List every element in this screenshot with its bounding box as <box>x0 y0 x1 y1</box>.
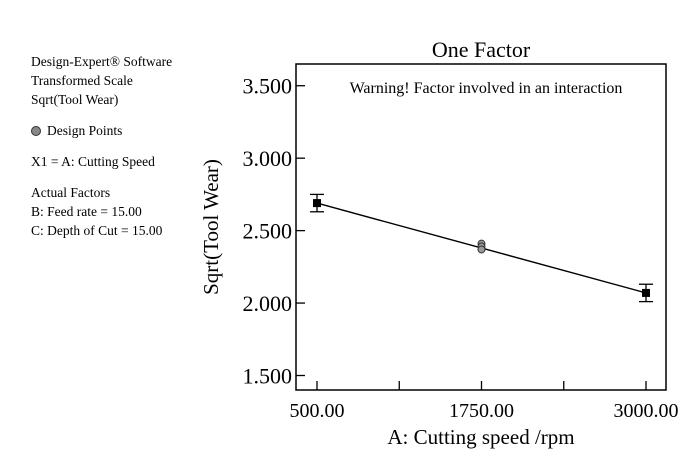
design-point <box>477 245 486 254</box>
plot-area <box>310 193 653 303</box>
response-label: Sqrt(Tool Wear) <box>31 92 119 107</box>
y-tick-label: 2.000 <box>243 291 293 316</box>
factor-b-label: B: Feed rate = 15.00 <box>31 204 142 219</box>
plot-frame <box>295 63 667 391</box>
actual-factors-title: Actual Factors <box>31 185 111 200</box>
x-tick-label: 3000.00 <box>614 400 679 422</box>
software-label: Design-Expert® Software <box>31 54 173 69</box>
mean-marker <box>313 199 321 208</box>
legend-panel: Design-Expert® Software Transformed Scal… <box>31 52 231 252</box>
x1-label: X1 = A: Cutting Speed <box>31 154 155 169</box>
y-tick-label: 2.500 <box>243 219 293 244</box>
factor-c-label: C: Depth of Cut = 15.00 <box>31 223 163 238</box>
x-tick-label: 500.00 <box>290 400 345 422</box>
mean-marker <box>642 288 650 297</box>
x-tick-label: 1750.00 <box>449 400 514 422</box>
y-tick-label: 3.000 <box>243 146 293 171</box>
design-point-icon <box>31 125 41 136</box>
y-axis-label: Sqrt(Tool Wear) <box>199 159 223 295</box>
warning-annotation: Warning! Factor involved in an interacti… <box>350 80 623 97</box>
design-points-label: Design Points <box>47 123 123 138</box>
y-axis: 1.500 2.000 2.500 3.000 3.500 <box>243 74 305 389</box>
x-axis: 500.00 1750.00 3000.00 <box>290 381 679 422</box>
y-tick-label: 3.500 <box>243 74 293 99</box>
x-axis-label: A: Cutting speed /rpm <box>387 425 574 449</box>
scale-label: Transformed Scale <box>31 73 133 88</box>
y-tick-label: 1.500 <box>243 364 293 389</box>
chart-title: One Factor <box>432 37 531 62</box>
